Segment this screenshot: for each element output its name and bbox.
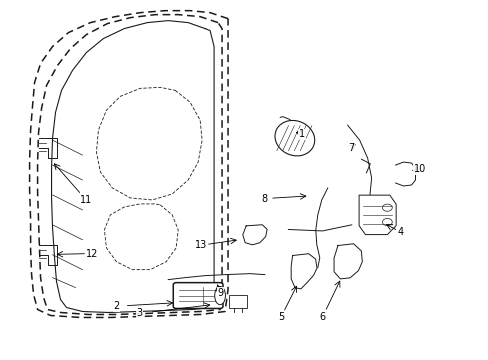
Ellipse shape [274, 121, 314, 156]
Text: 13: 13 [194, 240, 206, 250]
FancyBboxPatch shape [173, 283, 223, 309]
Ellipse shape [214, 287, 225, 305]
Text: 1: 1 [298, 129, 305, 139]
Text: 10: 10 [413, 164, 426, 174]
Text: 11: 11 [80, 195, 92, 205]
Text: 12: 12 [86, 248, 99, 258]
Text: 5: 5 [277, 312, 284, 322]
Text: 8: 8 [261, 194, 266, 204]
Text: 3: 3 [136, 309, 142, 318]
Bar [229, 295, 246, 308]
Text: 2: 2 [113, 301, 120, 311]
Text: 6: 6 [319, 312, 325, 322]
Text: 7: 7 [348, 143, 354, 153]
Text: 4: 4 [397, 227, 403, 237]
Text: 9: 9 [217, 288, 223, 298]
Polygon shape [358, 195, 395, 235]
